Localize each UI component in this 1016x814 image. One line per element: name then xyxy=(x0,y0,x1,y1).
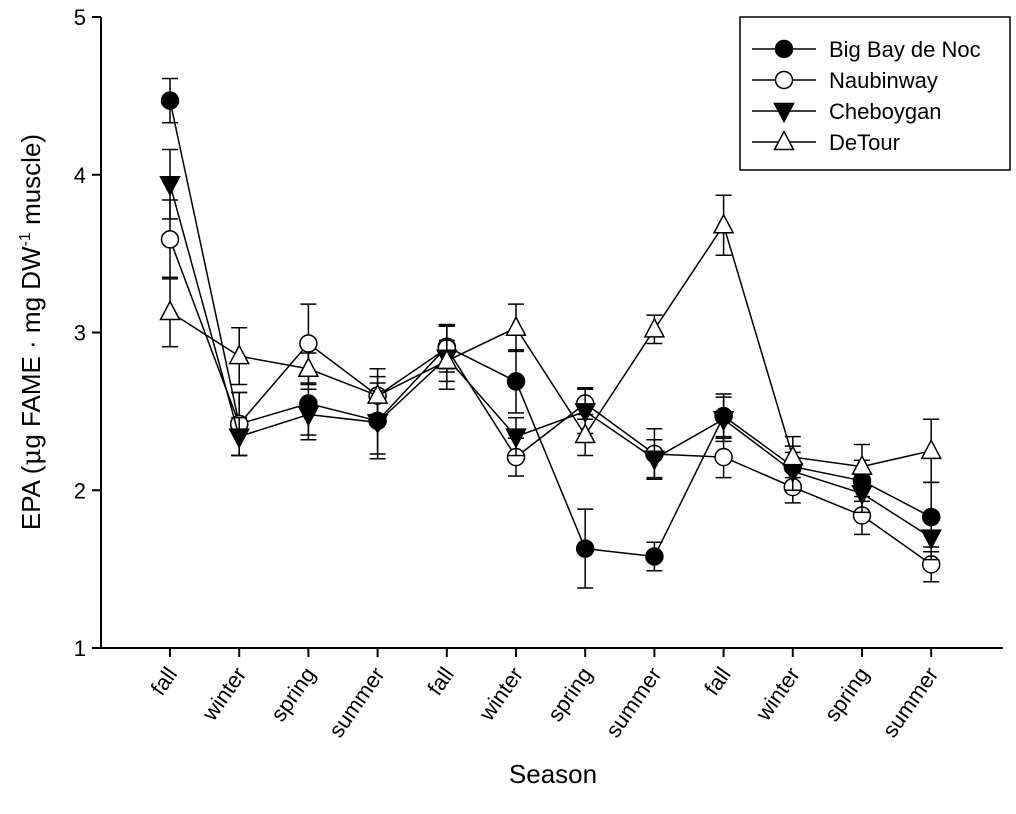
x-tick-label: summer xyxy=(324,663,390,742)
data-point xyxy=(714,447,733,467)
legend-marker xyxy=(773,129,795,151)
x-tick-label: winter xyxy=(473,663,528,726)
x-tick-label: winter xyxy=(197,663,252,726)
data-point xyxy=(712,411,735,432)
data-point xyxy=(160,230,180,249)
data-point xyxy=(228,344,250,365)
data-point xyxy=(299,334,318,353)
data-point xyxy=(228,428,250,449)
data-point xyxy=(643,317,666,338)
legend-label: DeTour xyxy=(829,130,900,155)
plot-series xyxy=(159,77,942,589)
x-tick-label: fall xyxy=(145,663,182,700)
data-point xyxy=(574,422,596,444)
y-tick-label: 1 xyxy=(74,636,86,661)
x-tick-label: spring xyxy=(542,663,597,726)
series-line xyxy=(169,184,932,539)
data-point xyxy=(159,299,181,321)
data-point xyxy=(920,438,942,460)
series-naubinway xyxy=(160,199,941,583)
data-point xyxy=(297,406,320,427)
data-point xyxy=(782,445,804,466)
y-axis-title-mu: μ xyxy=(17,449,47,466)
y-tick-label: 3 xyxy=(74,321,86,346)
series-detour xyxy=(159,194,942,490)
y-axis-title-part: EPA ( xyxy=(16,465,46,530)
legend-marker xyxy=(774,39,794,59)
series-cheboygan xyxy=(159,148,942,561)
x-axis-title: Season xyxy=(509,759,597,789)
series-line xyxy=(169,239,932,566)
data-point xyxy=(643,450,666,471)
data-point xyxy=(505,315,527,337)
legend-marker xyxy=(773,102,795,124)
legend-marker xyxy=(774,70,794,90)
legend-label: Naubinway xyxy=(829,68,938,93)
data-point xyxy=(506,372,526,391)
y-axis-ticks: 1 2 3 4 5 xyxy=(74,5,101,661)
data-point xyxy=(851,454,873,475)
x-tick-label: summer xyxy=(877,663,943,742)
data-point xyxy=(575,539,595,558)
x-tick-label: summer xyxy=(600,663,666,742)
y-axis-title-superscript: -1 xyxy=(17,232,34,246)
legend-label: Cheboygan xyxy=(829,99,942,124)
series-line xyxy=(169,223,932,468)
y-tick-label: 5 xyxy=(74,5,86,30)
data-point xyxy=(505,428,527,449)
data-point xyxy=(297,356,320,378)
y-tick-label: 4 xyxy=(74,163,86,188)
x-tick-label: fall xyxy=(699,663,736,700)
legend: Big Bay de Noc Naubinway Cheboygan DeTour xyxy=(739,16,1011,171)
y-axis-title: EPA (μg FAME · mg DW-1 muscle) xyxy=(16,134,47,530)
data-point xyxy=(574,403,596,424)
legend-label: Big Bay de Noc xyxy=(829,37,981,62)
x-axis-ticks: fall winter spring summer fall winter spring su… xyxy=(145,648,943,742)
data-point xyxy=(366,383,389,404)
series-line xyxy=(169,100,932,558)
x-tick-label: spring xyxy=(819,663,874,726)
x-tick-label: spring xyxy=(266,663,321,726)
y-axis-title-part: g FAME · mg DW xyxy=(16,246,46,449)
data-point xyxy=(436,348,458,370)
y-axis-title-part: muscle) xyxy=(16,134,46,232)
data-point xyxy=(712,213,735,234)
x-tick-label: fall xyxy=(422,663,459,700)
data-point xyxy=(645,547,664,566)
data-point xyxy=(920,529,942,550)
data-point xyxy=(159,175,181,197)
x-tick-label: winter xyxy=(750,663,805,726)
y-tick-label: 2 xyxy=(74,478,86,503)
data-point xyxy=(160,91,180,110)
